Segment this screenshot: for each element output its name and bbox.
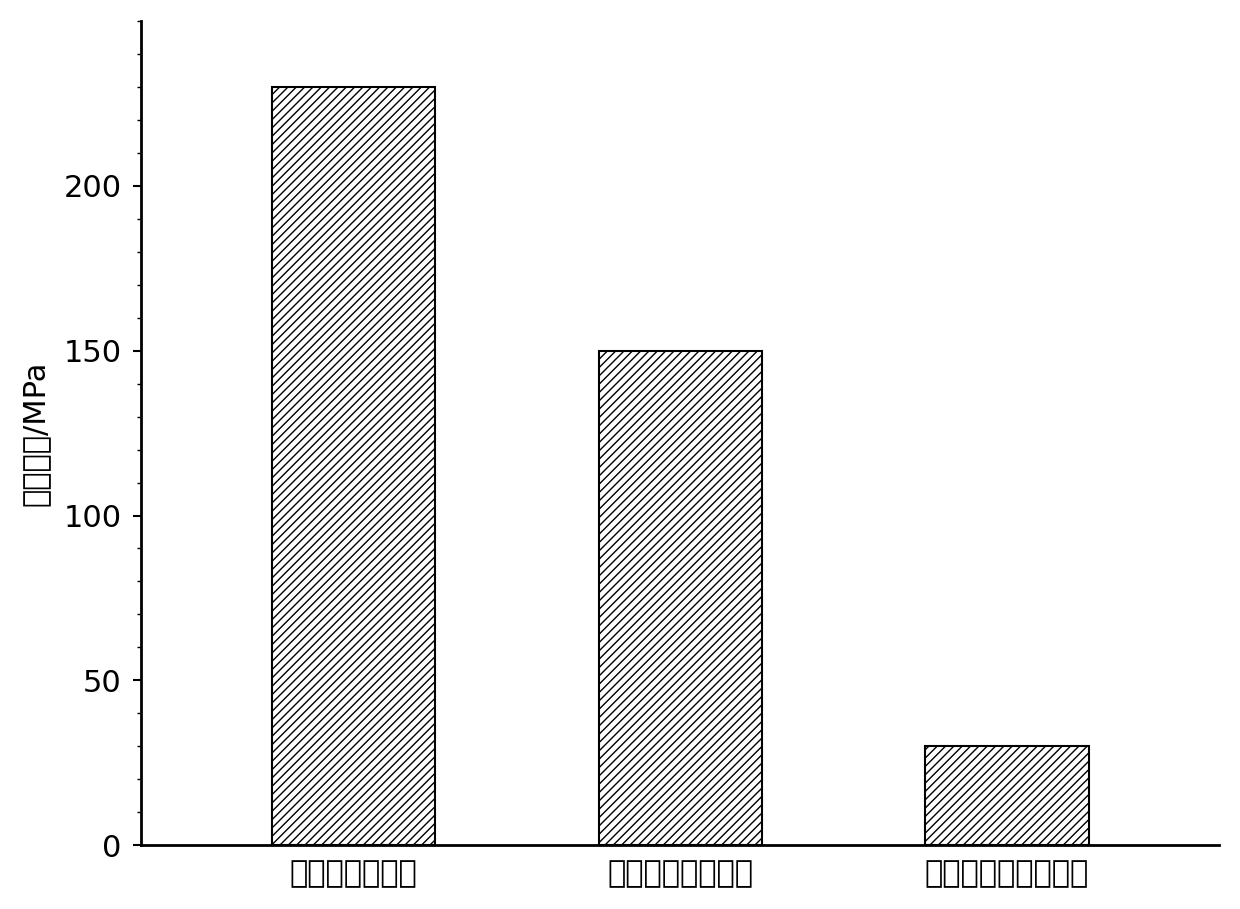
Bar <box>599 351 761 845</box>
Bar <box>272 86 435 845</box>
Y-axis label: 残余应力/MPa: 残余应力/MPa <box>21 360 50 505</box>
Bar <box>925 746 1089 845</box>
